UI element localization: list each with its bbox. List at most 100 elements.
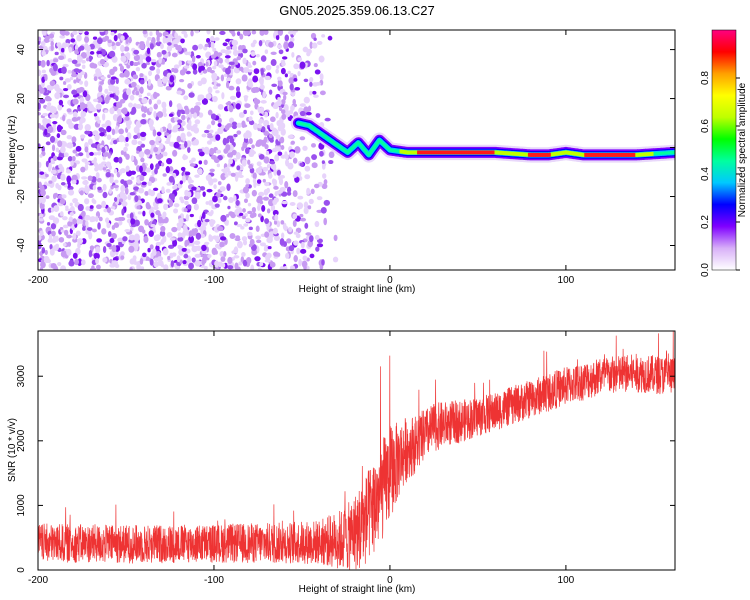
heatmap-cell [258,40,263,47]
heatmap-cell [78,30,84,34]
heatmap-cell [217,197,222,204]
heatmap-cell [221,92,225,100]
heatmap-cell [60,229,65,233]
heatmap-cell [92,185,97,191]
heatmap-cell [245,178,250,185]
heatmap-cell [68,208,74,212]
heatmap-cell [256,53,260,58]
heatmap-cell [110,76,117,80]
heatmap-cell [139,86,144,94]
heatmap-cell [93,157,97,163]
heatmap-cell [141,97,148,104]
ridge-cell [640,152,643,157]
heatmap-cell [201,244,207,252]
heatmap-cell [305,232,312,236]
heatmap-cell [240,226,245,230]
heatmap-cell [270,51,277,55]
heatmap-cell [81,176,88,180]
heatmap-cell [217,104,224,110]
heatmap-cell [84,198,90,205]
ridge-cell [480,150,483,155]
heatmap-cell [81,158,88,163]
colorbar-tick-label: 0.6 [700,119,711,133]
heatmap-cell [183,195,190,201]
heatmap-cell [211,247,218,256]
heatmap-cell [136,205,141,210]
heatmap-cell [304,165,311,172]
heatmap-cell [139,258,144,265]
heatmap-cell [264,231,270,238]
heatmap-cell [62,114,66,122]
x-tick-label: 100 [558,575,575,586]
heatmap-cell [231,39,239,47]
heatmap-cell [38,36,42,42]
heatmap-cell [172,239,178,247]
heatmap-cell [242,239,248,246]
heatmap-cell [249,110,254,116]
heatmap-cell [122,93,129,101]
ridge-cell [577,152,580,157]
heatmap-cell [50,169,57,175]
heatmap-cell [315,246,320,252]
heatmap-cell [292,174,297,178]
heatmap-cell [308,198,314,205]
heatmap-cell [199,186,206,191]
snr-line [38,331,675,570]
heatmap-cell [45,195,50,200]
heatmap-cell [109,93,115,98]
heatmap-cell [123,69,130,78]
heatmap-cell [140,131,147,138]
heatmap-cell [102,113,106,121]
heatmap-cell [52,58,59,63]
heatmap-cell [206,30,211,35]
heatmap-cell [56,133,61,139]
heatmap-cell [236,240,243,249]
ridge-cell [603,152,607,157]
heatmap-cell [194,253,201,258]
ridge-cell [454,150,457,155]
heatmap-cell [192,68,198,75]
heatmap-cell [145,167,152,173]
heatmap-cell [39,87,45,94]
heatmap-cell [246,257,251,263]
heatmap-cell [286,191,292,196]
heatmap-cell [49,248,55,256]
spectrogram-x-axis: -200 -100 0 100 [28,30,575,286]
heatmap-cell [66,108,72,113]
heatmap-cell [228,104,234,113]
heatmap-cell [218,64,224,69]
heatmap-cell [156,131,162,137]
heatmap-cell [113,34,118,42]
heatmap-cell [303,78,309,83]
heatmap-cell [283,41,289,50]
heatmap-cell [169,237,176,241]
heatmap-cell [41,174,46,179]
heatmap-cell [243,132,250,139]
heatmap-cell [76,34,82,42]
heatmap-cell [46,84,52,91]
heatmap-cell [115,88,120,96]
heatmap-cell [191,197,198,205]
heatmap-cell [192,63,198,71]
heatmap-cell [279,136,285,144]
heatmap-cell [51,238,57,243]
heatmap-cell [82,226,86,231]
heatmap-cell [70,160,74,166]
heatmap-cell [229,117,235,124]
heatmap-cell [107,39,112,44]
heatmap-cell [181,247,187,252]
heatmap-cell [51,175,57,183]
heatmap-cell [93,161,98,167]
heatmap-cell [67,156,73,162]
heatmap-cell [180,166,186,172]
heatmap-cell [87,175,93,181]
heatmap-cell [50,44,54,51]
heatmap-cell [181,114,186,121]
heatmap-cell [147,181,152,187]
heatmap-cell [302,46,309,53]
ridge-cell [501,150,504,155]
heatmap-cell [214,158,220,164]
ridge-cell [462,150,466,155]
heatmap-cell [259,106,265,114]
ridge-cell [645,152,649,157]
